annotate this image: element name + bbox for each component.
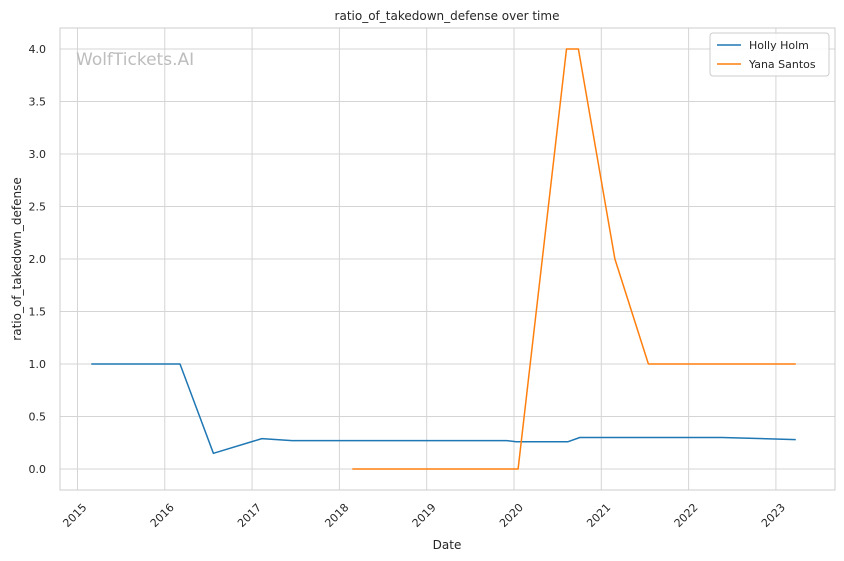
chart-title: ratio_of_takedown_defense over time — [335, 9, 560, 23]
series-line-yana-santos — [352, 48, 796, 470]
y-tick-labels: 0.0 0.5 1.0 1.5 2.0 2.5 3.0 3.5 4.0 — [29, 43, 47, 476]
series-line-holly-holm — [91, 363, 796, 455]
x-tick-label: 2020 — [497, 501, 526, 530]
grid-lines — [60, 28, 835, 490]
y-tick-label: 0.0 — [29, 463, 47, 476]
y-tick-label: 1.5 — [29, 306, 47, 319]
x-tick-label: 2023 — [759, 501, 788, 530]
y-tick-label: 3.5 — [29, 96, 47, 109]
y-tick-label: 4.0 — [29, 43, 47, 56]
x-tick-label: 2021 — [584, 501, 613, 530]
y-axis-title: ratio_of_takedown_defense — [10, 177, 24, 340]
watermark: WolfTickets.AI — [76, 50, 194, 70]
x-tick-label: 2017 — [235, 501, 264, 530]
y-tick-label: 2.5 — [29, 201, 47, 214]
legend: Holly Holm Yana Santos — [709, 32, 830, 77]
y-tick-label: 2.0 — [29, 253, 47, 266]
plot-frame — [59, 27, 836, 491]
x-tick-label: 2015 — [60, 501, 89, 530]
x-tick-label: 2016 — [148, 501, 177, 530]
y-tick-label: 3.0 — [29, 148, 47, 161]
x-tick-label: 2019 — [410, 501, 439, 530]
x-tick-label: 2022 — [672, 501, 701, 530]
x-axis-title: Date — [433, 538, 462, 552]
y-tick-label: 0.5 — [29, 411, 47, 424]
legend-box — [709, 32, 830, 77]
series-lines — [91, 48, 796, 470]
x-tick-label: 2018 — [322, 501, 351, 530]
x-tick-labels: 2015 2016 2017 2018 2019 2020 2021 2022 2023 — [60, 501, 787, 530]
legend-label-holly-holm: Holly Holm — [749, 39, 809, 52]
y-tick-label: 1.0 — [29, 358, 47, 371]
legend-label-yana-santos: Yana Santos — [748, 58, 816, 71]
